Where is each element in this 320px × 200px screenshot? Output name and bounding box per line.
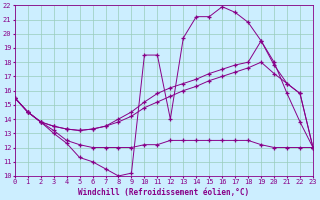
X-axis label: Windchill (Refroidissement éolien,°C): Windchill (Refroidissement éolien,°C) xyxy=(78,188,249,197)
